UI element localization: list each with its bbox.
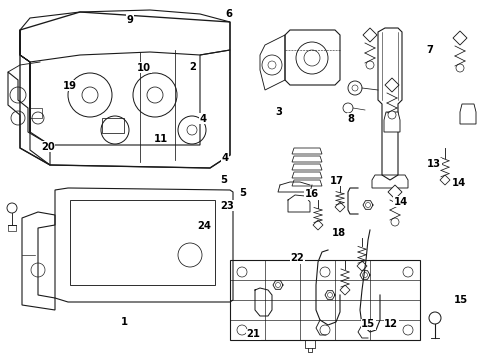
Text: 11: 11 bbox=[154, 134, 168, 144]
Polygon shape bbox=[356, 261, 366, 271]
Text: 21: 21 bbox=[246, 329, 260, 339]
Polygon shape bbox=[291, 148, 321, 154]
Circle shape bbox=[390, 218, 398, 226]
Circle shape bbox=[455, 64, 463, 72]
Text: 5: 5 bbox=[220, 175, 227, 185]
Text: 16: 16 bbox=[305, 189, 318, 199]
Text: 19: 19 bbox=[63, 81, 77, 91]
Text: 22: 22 bbox=[290, 253, 304, 264]
Bar bbox=[70, 200, 215, 285]
Polygon shape bbox=[291, 172, 321, 178]
Polygon shape bbox=[452, 31, 466, 45]
Text: 7: 7 bbox=[425, 45, 432, 55]
Text: 24: 24 bbox=[197, 221, 211, 231]
Bar bbox=[102, 118, 124, 133]
Circle shape bbox=[365, 202, 370, 207]
Text: 12: 12 bbox=[384, 319, 397, 329]
Text: 10: 10 bbox=[137, 63, 151, 73]
Circle shape bbox=[387, 111, 395, 119]
Polygon shape bbox=[383, 112, 399, 132]
Polygon shape bbox=[387, 185, 401, 199]
Text: 15: 15 bbox=[361, 319, 374, 329]
Circle shape bbox=[275, 283, 280, 288]
Polygon shape bbox=[362, 28, 376, 42]
Polygon shape bbox=[439, 175, 449, 185]
Text: 9: 9 bbox=[126, 15, 133, 25]
Text: 4: 4 bbox=[221, 153, 228, 163]
Bar bbox=[30, 108, 42, 118]
Text: 6: 6 bbox=[225, 9, 232, 19]
Text: 3: 3 bbox=[275, 107, 282, 117]
Text: 8: 8 bbox=[347, 114, 354, 124]
Polygon shape bbox=[459, 104, 475, 124]
Text: 13: 13 bbox=[427, 159, 440, 169]
Polygon shape bbox=[334, 202, 345, 212]
Text: 14: 14 bbox=[393, 197, 407, 207]
Circle shape bbox=[362, 273, 367, 278]
Text: 17: 17 bbox=[329, 176, 343, 186]
Polygon shape bbox=[384, 78, 398, 92]
Circle shape bbox=[347, 81, 361, 95]
Circle shape bbox=[327, 292, 332, 297]
Text: 1: 1 bbox=[121, 317, 128, 327]
Text: 4: 4 bbox=[199, 114, 206, 124]
Polygon shape bbox=[291, 180, 321, 186]
Text: 14: 14 bbox=[450, 178, 465, 188]
Bar bbox=[8, 225, 16, 231]
Circle shape bbox=[428, 312, 440, 324]
Polygon shape bbox=[339, 285, 349, 295]
Text: 18: 18 bbox=[331, 228, 345, 238]
Circle shape bbox=[342, 103, 352, 113]
Text: 23: 23 bbox=[220, 201, 234, 211]
Text: 2: 2 bbox=[189, 62, 196, 72]
Text: 20: 20 bbox=[41, 142, 55, 152]
Polygon shape bbox=[291, 164, 321, 170]
Text: 5: 5 bbox=[239, 188, 246, 198]
Circle shape bbox=[7, 203, 17, 213]
Text: 15: 15 bbox=[453, 294, 467, 305]
Polygon shape bbox=[291, 156, 321, 162]
Polygon shape bbox=[312, 220, 323, 230]
Circle shape bbox=[365, 61, 373, 69]
